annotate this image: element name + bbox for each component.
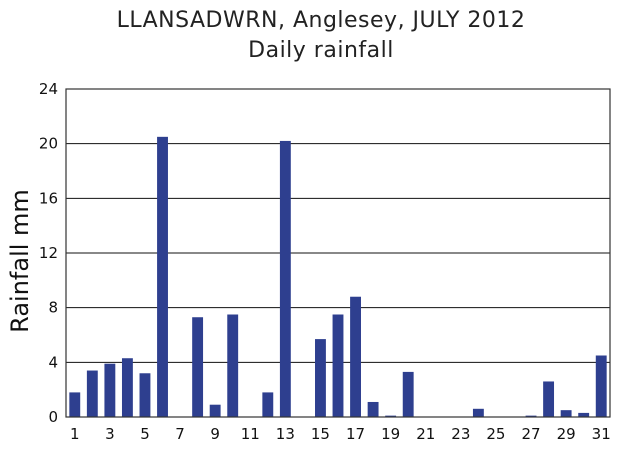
y-tick-label: 16 xyxy=(39,189,58,207)
x-tick-label: 21 xyxy=(416,425,435,443)
x-tick-label: 1 xyxy=(70,425,80,443)
bar-day-13 xyxy=(279,140,291,417)
x-tick-label: 11 xyxy=(241,425,260,443)
bar-day-1 xyxy=(69,392,81,417)
bar-day-30 xyxy=(578,412,590,417)
x-tick-labels: 1 3 5 7 9 11 13 15 17 19 21 23 25 27 29 31 xyxy=(70,425,611,443)
x-tick-label: 15 xyxy=(311,425,330,443)
chart-title: LLANSADWRN, Anglesey, JULY 2012 xyxy=(116,8,526,33)
x-tick-label: 31 xyxy=(592,425,611,443)
chart-subtitle: Daily rainfall xyxy=(248,38,394,63)
bar-day-24 xyxy=(472,408,484,417)
bar-day-18 xyxy=(367,401,379,417)
bar-day-4 xyxy=(121,358,133,417)
x-tick-label: 23 xyxy=(451,425,470,443)
bar-day-27 xyxy=(525,415,537,417)
bar-day-29 xyxy=(560,410,572,417)
y-tick-labels: 0 4 8 12 16 20 24 xyxy=(39,80,58,426)
x-tick-label: 13 xyxy=(276,425,295,443)
y-axis-label: Rainfall mm xyxy=(6,189,34,333)
x-tick-label: 5 xyxy=(140,425,150,443)
y-tick-label: 0 xyxy=(48,408,58,426)
x-tick-label: 19 xyxy=(381,425,400,443)
bar-day-8 xyxy=(192,317,204,417)
x-tick-label: 25 xyxy=(486,425,505,443)
x-tick-label: 27 xyxy=(521,425,540,443)
bar-day-2 xyxy=(86,370,98,417)
y-tick-label: 4 xyxy=(48,353,58,371)
bar-day-15 xyxy=(315,339,326,417)
bar-day-16 xyxy=(332,314,344,417)
bar-day-5 xyxy=(139,373,151,417)
x-tick-label: 17 xyxy=(346,425,365,443)
bar-day-28 xyxy=(543,381,555,417)
y-tick-label: 8 xyxy=(48,299,58,317)
y-tick-label: 12 xyxy=(39,244,58,262)
bar-day-10 xyxy=(227,314,239,417)
bar-day-3 xyxy=(104,363,116,417)
x-tick-label: 3 xyxy=(105,425,115,443)
y-tick-label: 20 xyxy=(39,135,58,153)
x-tick-label: 29 xyxy=(557,425,576,443)
x-tick-label: 9 xyxy=(210,425,220,443)
x-tick-label: 7 xyxy=(175,425,185,443)
plot-frame xyxy=(65,88,611,418)
bar-day-9 xyxy=(209,404,221,417)
bar-day-19 xyxy=(385,415,397,417)
bar-day-12 xyxy=(262,392,274,417)
bar-day-6 xyxy=(157,136,168,418)
y-tick-label: 24 xyxy=(39,80,58,98)
bar-day-31 xyxy=(595,355,607,417)
bars xyxy=(69,136,607,418)
bar-day-17 xyxy=(350,296,361,417)
bar-day-20 xyxy=(402,371,414,417)
